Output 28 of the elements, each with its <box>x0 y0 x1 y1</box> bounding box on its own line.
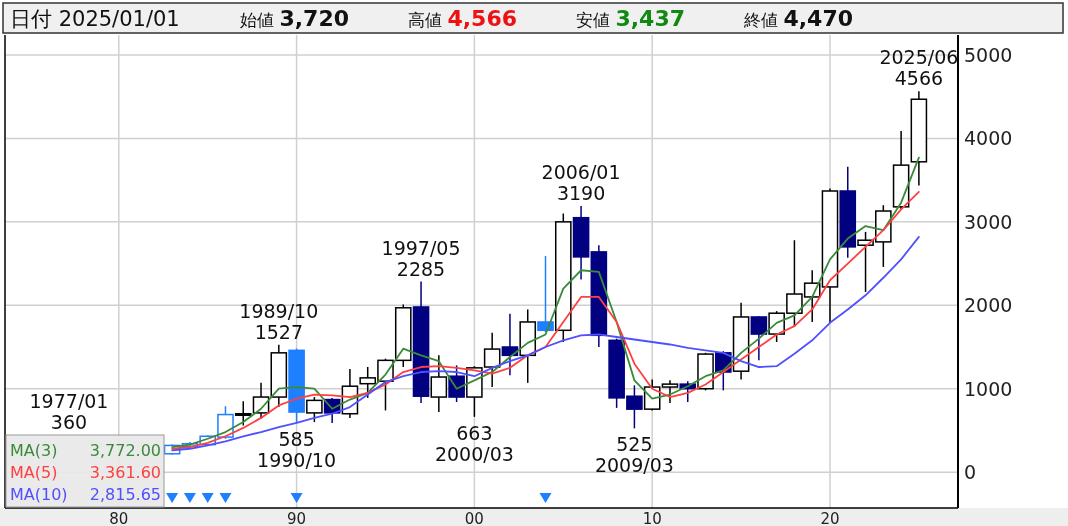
text: 安値 3,437 <box>576 6 685 31</box>
annotation: 1997/05 2285 <box>381 236 461 280</box>
annotation: 585 1990/10 <box>257 428 337 472</box>
y-tick-label: 1000 <box>964 377 1013 400</box>
legend: MA(3) 3,772.00 MA(5) 3,361.60 MA(10) 2,815.65 <box>5 434 165 508</box>
annotation: 2,815.65 <box>89 485 161 504</box>
text: 高値 4,566 <box>408 6 517 31</box>
annotation: 3,361.60 <box>89 463 161 482</box>
y-tick-label: 4000 <box>964 127 1013 150</box>
annotation: 2006/01 3190 <box>541 161 621 205</box>
x-tick-label: 80 <box>109 510 129 526</box>
annotation: 663 2000/03 <box>434 421 514 465</box>
annotation: 1989/10 1527 <box>239 299 319 343</box>
annotation: 1977/01 360 <box>29 390 109 433</box>
annotation: 525 2009/03 <box>594 433 674 477</box>
text: 始値 3,720 <box>240 6 349 31</box>
text: 終値 4,470 <box>743 6 853 31</box>
x-tick-label: 90 <box>287 510 307 526</box>
y-tick-label: 2000 <box>964 294 1013 317</box>
chart-title: 日付 2025/01/01 <box>10 7 180 31</box>
x-tick-label: 00 <box>464 510 484 526</box>
y-tick-label: 3000 <box>964 210 1013 233</box>
annotation: 2025/06 4566 <box>879 46 959 90</box>
y-tick-label: 5000 <box>964 44 1013 67</box>
annotation: 3,772.00 <box>89 441 161 460</box>
x-tick-label: 10 <box>642 510 662 526</box>
x-tick-label: 20 <box>820 510 840 526</box>
y-tick-label: 0 <box>964 461 977 484</box>
